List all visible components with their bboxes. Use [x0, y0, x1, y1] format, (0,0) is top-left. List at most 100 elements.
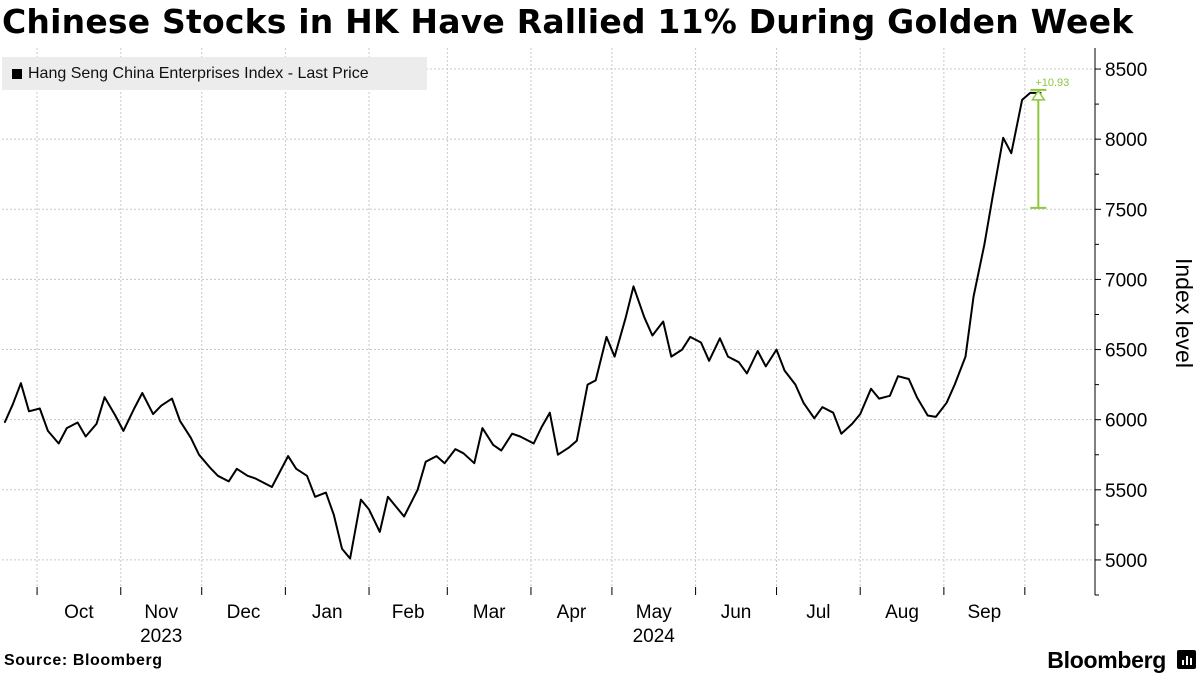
- data-point: [840, 433, 842, 435]
- x-tick-label: Jul: [806, 602, 830, 623]
- data-point: [492, 444, 494, 446]
- data-point: [878, 398, 880, 400]
- data-point: [757, 350, 759, 352]
- chart-axes: 5000 5500 6000 6500 7000 7500 8000 8500 Index le…: [36, 48, 1197, 647]
- data-point: [295, 468, 297, 470]
- bloomberg-logo-icon: [1177, 650, 1196, 669]
- data-point: [775, 349, 778, 351]
- data-point: [271, 486, 273, 488]
- y-tick-label: 7500: [1105, 200, 1147, 221]
- data-point: [908, 378, 910, 380]
- data-point: [1029, 92, 1031, 94]
- source-note: Source: Bloomberg: [4, 652, 163, 669]
- data-point: [28, 410, 30, 412]
- data-point: [1010, 152, 1012, 154]
- data-point: [122, 430, 124, 432]
- data-point: [765, 365, 767, 367]
- y-tick-label: 5000: [1105, 551, 1147, 572]
- data-point: [832, 412, 834, 414]
- data-point: [152, 413, 154, 415]
- y-tick-label: 5500: [1105, 481, 1147, 502]
- x-tick-label: Mar: [473, 602, 506, 623]
- x-tick-label: Jun: [721, 602, 752, 623]
- data-point: [20, 382, 22, 384]
- x-year-label: 2023: [140, 626, 182, 647]
- data-point: [314, 496, 316, 498]
- data-point: [946, 402, 948, 404]
- x-tick-label: Feb: [392, 602, 425, 623]
- data-point: [39, 407, 41, 410]
- x-tick-label: Sep: [967, 602, 1001, 623]
- x-tick-label: Aug: [885, 602, 919, 623]
- data-point: [85, 435, 87, 438]
- annotation-arrow-icon: [1030, 89, 1046, 101]
- data-point: [12, 403, 14, 405]
- data-point: [813, 417, 815, 419]
- data-point: [511, 433, 513, 435]
- data-point: [662, 320, 664, 323]
- data-point: [700, 341, 702, 344]
- data-point: [821, 406, 824, 408]
- data-point: [643, 316, 645, 318]
- data-point: [670, 356, 672, 358]
- data-point: [851, 423, 853, 425]
- data-point: [473, 462, 475, 464]
- series-line: [3, 91, 1041, 560]
- data-point: [462, 452, 465, 454]
- data-point: [104, 396, 106, 398]
- data-point: [916, 396, 918, 398]
- data-point: [417, 489, 419, 491]
- data-point: [387, 496, 389, 498]
- legend: Hang Seng China Enterprises Index - Last…: [2, 57, 427, 90]
- data-point: [171, 398, 173, 400]
- data-point: [198, 454, 200, 456]
- data-point: [236, 468, 238, 470]
- data-point: [500, 449, 502, 452]
- data-point: [379, 531, 381, 533]
- data-point: [217, 475, 219, 477]
- chart-title: Chinese Stocks in HK Have Rallied 11% Du…: [2, 2, 1134, 41]
- data-point: [114, 414, 116, 417]
- data-point: [325, 492, 327, 494]
- data-point: [77, 421, 79, 424]
- data-point: [719, 337, 721, 339]
- data-point: [689, 336, 691, 338]
- x-tick-label: Dec: [227, 602, 261, 623]
- data-point: [802, 402, 805, 404]
- x-tick-label: Jan: [312, 602, 343, 623]
- y-tick-label: 7000: [1105, 270, 1147, 291]
- data-point: [870, 388, 872, 390]
- x-tick-label: May: [636, 602, 672, 623]
- y-axis-label: Index level: [1171, 258, 1197, 368]
- data-point: [133, 407, 135, 410]
- data-point: [794, 384, 797, 386]
- data-point: [333, 514, 335, 516]
- data-point: [1002, 137, 1004, 139]
- data-point: [738, 361, 740, 363]
- data-point: [255, 478, 257, 480]
- data-point: [632, 285, 635, 287]
- data-point: [179, 420, 181, 422]
- data-point: [247, 475, 249, 477]
- data-point: [58, 442, 60, 445]
- x-tick-label: Nov: [144, 602, 178, 623]
- y-tick-label: 8000: [1105, 130, 1147, 151]
- annotation-layer: +10.93: [1030, 77, 1069, 209]
- data-point: [859, 413, 861, 415]
- data-point: [746, 372, 748, 374]
- data-point: [605, 336, 608, 338]
- data-point: [681, 349, 683, 351]
- data-point: [533, 442, 535, 445]
- annotation-label: +10.93: [1035, 77, 1069, 89]
- data-point: [341, 548, 343, 550]
- data-point: [435, 455, 438, 457]
- data-point: [425, 461, 427, 463]
- data-point: [481, 427, 483, 429]
- data-point: [360, 499, 362, 501]
- data-point: [973, 295, 975, 297]
- x-year-label: 2024: [633, 626, 676, 647]
- data-point: [784, 370, 786, 372]
- data-point: [349, 557, 351, 560]
- data-point: [95, 423, 98, 425]
